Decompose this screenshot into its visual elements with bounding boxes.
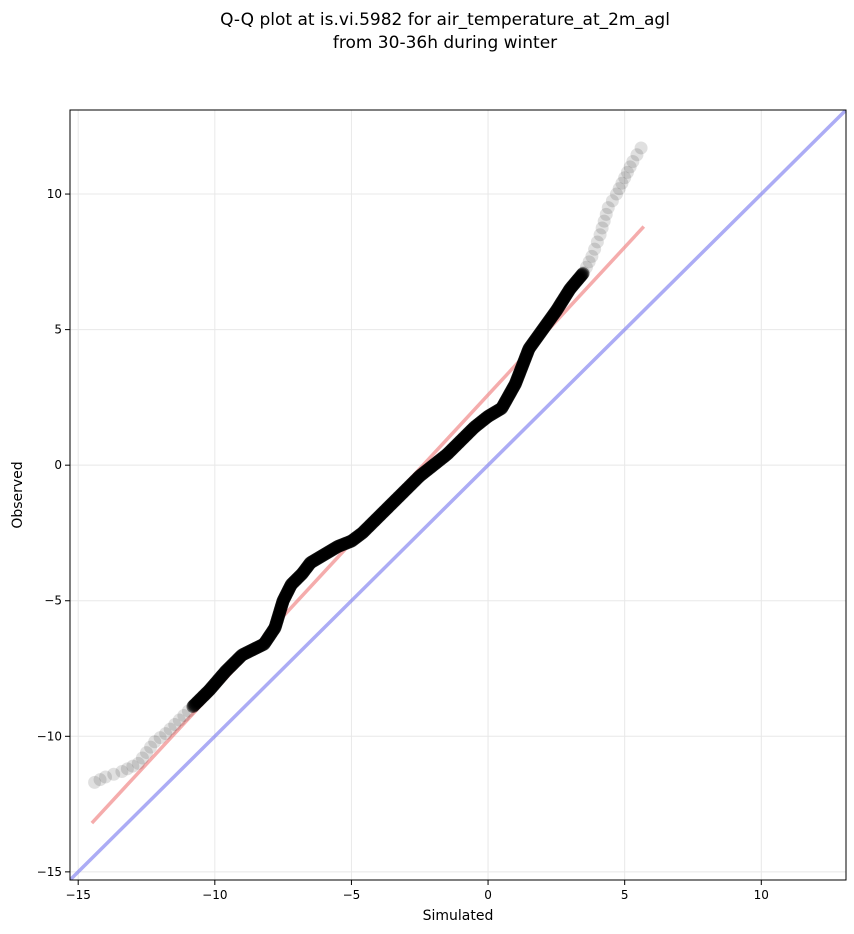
data-point: [99, 770, 113, 784]
data-point: [93, 773, 107, 787]
data-point: [153, 731, 167, 745]
y-tick-label: 5: [54, 323, 62, 337]
data-point: [144, 740, 158, 754]
data-point: [609, 187, 623, 201]
data-point: [582, 255, 596, 269]
data-point: [626, 155, 640, 169]
data-point: [159, 727, 173, 741]
y-tick-label: −10: [37, 729, 62, 743]
data-point: [577, 266, 591, 280]
data-point: [618, 171, 632, 185]
data-point: [172, 713, 186, 727]
data-point: [615, 176, 629, 190]
data-point: [148, 735, 162, 749]
data-point: [590, 235, 604, 249]
y-tick-label: 10: [47, 187, 62, 201]
data-point: [597, 214, 611, 228]
y-tick-label: −5: [44, 594, 62, 608]
data-point: [163, 722, 177, 736]
data-point: [605, 194, 619, 208]
data-point: [88, 775, 102, 789]
x-tick-label: −15: [66, 888, 91, 902]
x-axis-label: Simulated: [423, 908, 494, 924]
data-point: [115, 765, 129, 779]
axis-ticks: −15 −10 −5 0 5 10 −15 −10 −5 0 5 10: [37, 187, 769, 902]
chart-title-line-2: from 30-36h during winter: [333, 33, 557, 53]
data-point: [601, 201, 615, 215]
y-tick-label: 0: [54, 458, 62, 472]
data-point: [634, 141, 648, 155]
plot-frame: [69, 109, 847, 881]
data-point: [576, 267, 590, 281]
data-points: [88, 141, 648, 789]
data-point: [177, 709, 191, 723]
data-point: [140, 746, 154, 760]
data-point: [593, 228, 607, 242]
data-point: [599, 207, 613, 221]
data-point: [579, 260, 593, 274]
data-point: [131, 756, 145, 770]
x-tick-label: −5: [343, 888, 361, 902]
data-point: [135, 751, 149, 765]
y-tick-label: −15: [37, 865, 62, 879]
data-point: [620, 165, 634, 179]
y-axis-label: Observed: [10, 461, 26, 528]
data-point: [588, 242, 602, 256]
grid-lines: [70, 110, 846, 880]
data-point: [120, 762, 134, 776]
data-point: [630, 148, 644, 162]
reference-lines: [70, 110, 846, 880]
data-point: [168, 718, 182, 732]
x-tick-label: −10: [202, 888, 227, 902]
data-point: [623, 160, 637, 174]
data-point: [585, 249, 599, 263]
data-point: [126, 759, 140, 773]
x-tick-label: 0: [484, 888, 492, 902]
identity-line: [70, 110, 846, 880]
data-point: [612, 182, 626, 196]
chart-title-line-1: Q-Q plot at is.vi.5982 for air_temperatu…: [220, 10, 670, 30]
x-tick-label: 10: [754, 888, 769, 902]
x-tick-label: 5: [621, 888, 629, 902]
data-point: [107, 767, 121, 781]
data-point: [595, 221, 609, 235]
